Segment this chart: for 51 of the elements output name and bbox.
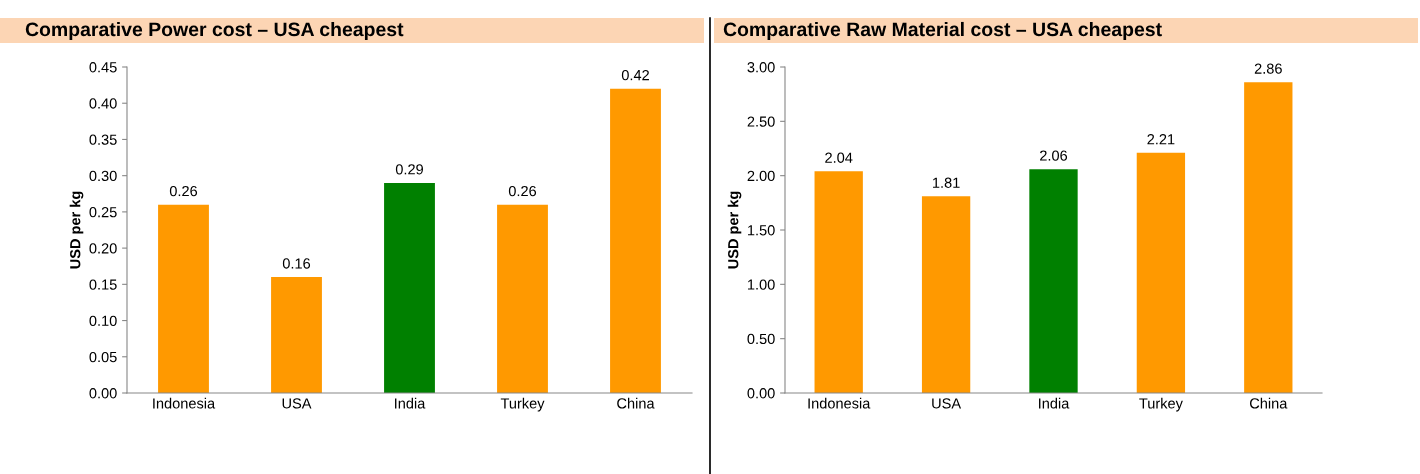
x-tick-label: Turkey — [1139, 397, 1183, 412]
bar — [1244, 82, 1293, 393]
bar — [497, 204, 548, 393]
data-label: 2.86 — [1254, 63, 1282, 74]
y-tick-label: 0.00 — [747, 388, 775, 399]
y-tick-label: 0.20 — [89, 243, 117, 254]
y-tick-label: 0.50 — [747, 333, 775, 345]
y-tick-label: 0.15 — [89, 279, 117, 290]
data-label: 2.06 — [1040, 150, 1068, 161]
y-tick-label: 2.00 — [747, 170, 775, 182]
y-tick-label: 0.25 — [89, 206, 117, 218]
y-axis-title: USD per kg — [69, 191, 84, 269]
y-tick-label: 0.05 — [89, 351, 117, 363]
x-tick-label: USA — [932, 398, 962, 409]
data-label: 2.21 — [1147, 134, 1175, 145]
bar — [814, 171, 863, 393]
y-tick-label: 0.35 — [89, 134, 117, 145]
bar — [271, 277, 322, 393]
data-label: 0.16 — [282, 258, 311, 269]
x-tick-label: Indonesia — [808, 397, 871, 409]
x-tick-label: Turkey — [500, 397, 545, 412]
y-tick-label: 1.50 — [748, 225, 775, 236]
x-tick-label: USA — [282, 398, 312, 409]
y-tick-label: 0.40 — [89, 98, 117, 109]
data-label: 0.26 — [169, 185, 198, 197]
bar — [1136, 152, 1186, 393]
y-tick-label: 1.00 — [748, 279, 775, 290]
y-tick-label: 0.45 — [89, 62, 117, 73]
bar — [1029, 169, 1078, 393]
y-tick-label: 0.30 — [89, 170, 117, 182]
x-tick-label: China — [1249, 397, 1288, 409]
data-label: 0.42 — [621, 69, 649, 81]
y-tick-label: 2.50 — [747, 116, 775, 127]
x-tick-label: Indonesia — [153, 397, 216, 409]
bar — [610, 88, 661, 393]
y-tick-label: 0.00 — [89, 388, 117, 399]
chart-title: Comparative Raw Material cost – USA cheapest — [723, 21, 1162, 41]
y-tick-label: 3.00 — [747, 62, 775, 73]
chart-title: Comparative Power cost – USA cheapest — [25, 21, 404, 41]
x-tick-label: India — [395, 397, 426, 409]
y-tick-label: 0.10 — [89, 315, 117, 326]
y-axis-title: USD per kg — [727, 191, 742, 269]
bar — [921, 196, 971, 393]
bar — [384, 182, 435, 393]
data-label: 0.29 — [395, 164, 423, 175]
data-label: 2.04 — [825, 152, 853, 163]
x-tick-label: China — [617, 397, 655, 409]
bar — [158, 204, 209, 393]
x-tick-label: India — [1039, 397, 1070, 409]
data-label: 1.81 — [933, 177, 960, 188]
data-label: 0.26 — [508, 185, 537, 197]
